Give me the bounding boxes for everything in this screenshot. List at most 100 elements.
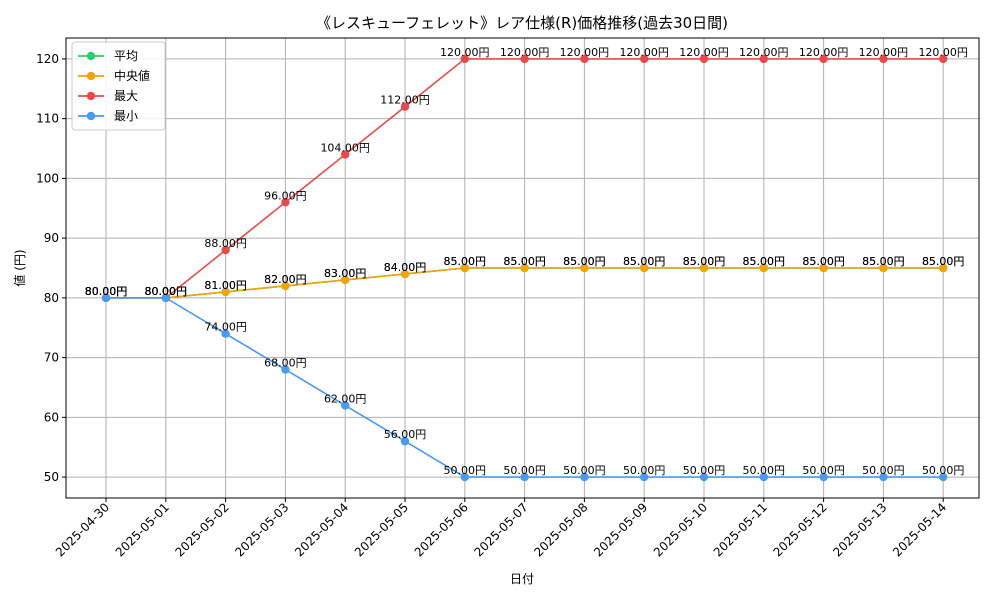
y-ticks: 50 60 70 80 90 100 110 120 bbox=[36, 52, 66, 484]
data-label: 120.00円 bbox=[440, 46, 490, 59]
data-point bbox=[221, 245, 230, 255]
y-axis-label: 値 (円) bbox=[12, 249, 27, 286]
data-label: 85.00円 bbox=[563, 255, 606, 268]
legend-label: 最大 bbox=[114, 89, 138, 103]
data-label: 120.00円 bbox=[619, 46, 669, 59]
data-label: 85.00円 bbox=[862, 255, 905, 268]
data-labels: 80.00円 80.00円 81.00円 82.00円 83.00円 84.00円 85.0… bbox=[85, 46, 968, 477]
data-point bbox=[879, 263, 888, 273]
data-label: 81.00円 bbox=[204, 279, 247, 292]
data-label: 85.00円 bbox=[802, 255, 845, 268]
data-label: 62.00円 bbox=[324, 392, 367, 405]
data-label: 82.00円 bbox=[264, 273, 307, 286]
data-label: 50.00円 bbox=[922, 464, 965, 477]
data-point bbox=[819, 472, 828, 482]
data-label: 80.00円 bbox=[145, 285, 188, 298]
legend-marker bbox=[86, 71, 96, 81]
data-label: 80.00円 bbox=[145, 285, 188, 298]
data-label: 120.00円 bbox=[679, 46, 729, 59]
data-point bbox=[341, 275, 350, 285]
data-point bbox=[580, 54, 589, 64]
data-label: 80.00円 bbox=[85, 285, 128, 298]
data-label: 85.00円 bbox=[922, 255, 965, 268]
data-label: 85.00円 bbox=[503, 255, 546, 268]
x-tick-label: 2025-05-09 bbox=[591, 500, 650, 559]
data-point bbox=[161, 293, 170, 303]
data-point bbox=[819, 263, 828, 273]
y-tick-label: 120 bbox=[36, 52, 59, 66]
series-3 bbox=[101, 293, 948, 482]
data-label: 82.00円 bbox=[264, 273, 307, 286]
data-label: 80.00円 bbox=[85, 285, 128, 298]
x-tick-label: 2025-05-06 bbox=[412, 500, 471, 559]
y-tick-label: 50 bbox=[44, 470, 59, 484]
data-point bbox=[640, 54, 649, 64]
data-label: 80.00円 bbox=[145, 285, 188, 298]
data-point bbox=[879, 472, 888, 482]
data-label: 50.00円 bbox=[563, 464, 606, 477]
data-label: 50.00円 bbox=[743, 464, 786, 477]
data-label: 120.00円 bbox=[799, 46, 849, 59]
chart-title: 《レスキューフェレット》レア仕様(R)価格推移(過去30日間) bbox=[316, 14, 728, 32]
data-point bbox=[879, 54, 888, 64]
data-label: 85.00円 bbox=[444, 255, 487, 268]
data-label: 85.00円 bbox=[743, 255, 786, 268]
data-label: 85.00円 bbox=[743, 255, 786, 268]
data-point bbox=[341, 150, 350, 159]
data-point bbox=[460, 54, 469, 64]
legend-label: 平均 bbox=[114, 49, 138, 63]
data-label: 85.00円 bbox=[503, 255, 546, 268]
legend-label: 最小 bbox=[114, 109, 138, 123]
data-label: 50.00円 bbox=[623, 464, 666, 477]
data-label: 85.00円 bbox=[862, 255, 905, 268]
data-label: 85.00円 bbox=[683, 255, 726, 268]
data-point bbox=[101, 293, 111, 303]
data-point bbox=[759, 54, 768, 64]
data-label: 68.00円 bbox=[264, 357, 307, 370]
x-tick-label: 2025-05-08 bbox=[531, 500, 590, 559]
legend-marker bbox=[86, 111, 96, 121]
x-tick-label: 2025-04-30 bbox=[53, 500, 112, 559]
data-label: 80.00円 bbox=[85, 285, 128, 298]
data-point bbox=[759, 472, 768, 482]
y-tick-label: 90 bbox=[44, 231, 59, 245]
x-axis-label: 日付 bbox=[510, 572, 534, 586]
data-point bbox=[520, 54, 529, 64]
x-tick-label: 2025-05-01 bbox=[113, 500, 172, 559]
x-tick-label: 2025-05-12 bbox=[771, 500, 830, 559]
data-point bbox=[400, 269, 410, 279]
y-tick-label: 70 bbox=[44, 351, 59, 365]
data-point bbox=[281, 281, 290, 291]
data-point bbox=[640, 263, 649, 273]
legend-marker bbox=[86, 51, 96, 61]
data-label: 85.00円 bbox=[802, 255, 845, 268]
data-label: 83.00円 bbox=[324, 267, 367, 280]
x-tick-label: 2025-05-02 bbox=[173, 500, 232, 559]
data-label: 85.00円 bbox=[623, 255, 666, 268]
legend-marker bbox=[86, 91, 96, 101]
data-point bbox=[281, 365, 290, 374]
data-label: 50.00円 bbox=[862, 464, 905, 477]
data-label: 80.00円 bbox=[85, 285, 128, 298]
data-point bbox=[819, 54, 828, 64]
data-point bbox=[221, 287, 230, 297]
data-point bbox=[699, 54, 709, 64]
data-point bbox=[341, 401, 350, 410]
data-label: 120.00円 bbox=[739, 46, 789, 59]
series-layer bbox=[101, 54, 948, 482]
data-label: 50.00円 bbox=[802, 464, 845, 477]
x-tick-label: 2025-05-04 bbox=[292, 500, 351, 559]
data-label: 56.00円 bbox=[384, 428, 427, 441]
data-point bbox=[460, 263, 469, 273]
data-label: 120.00円 bbox=[500, 46, 550, 59]
legend-box bbox=[71, 41, 166, 131]
plot-frame bbox=[65, 37, 980, 499]
y-tick-label: 110 bbox=[36, 112, 59, 126]
data-label: 80.00円 bbox=[145, 285, 188, 298]
legend-label: 中央値 bbox=[114, 68, 150, 83]
data-label: 84.00円 bbox=[384, 261, 427, 274]
x-tick-label: 2025-05-10 bbox=[651, 500, 710, 559]
x-tick-label: 2025-05-07 bbox=[472, 500, 531, 559]
